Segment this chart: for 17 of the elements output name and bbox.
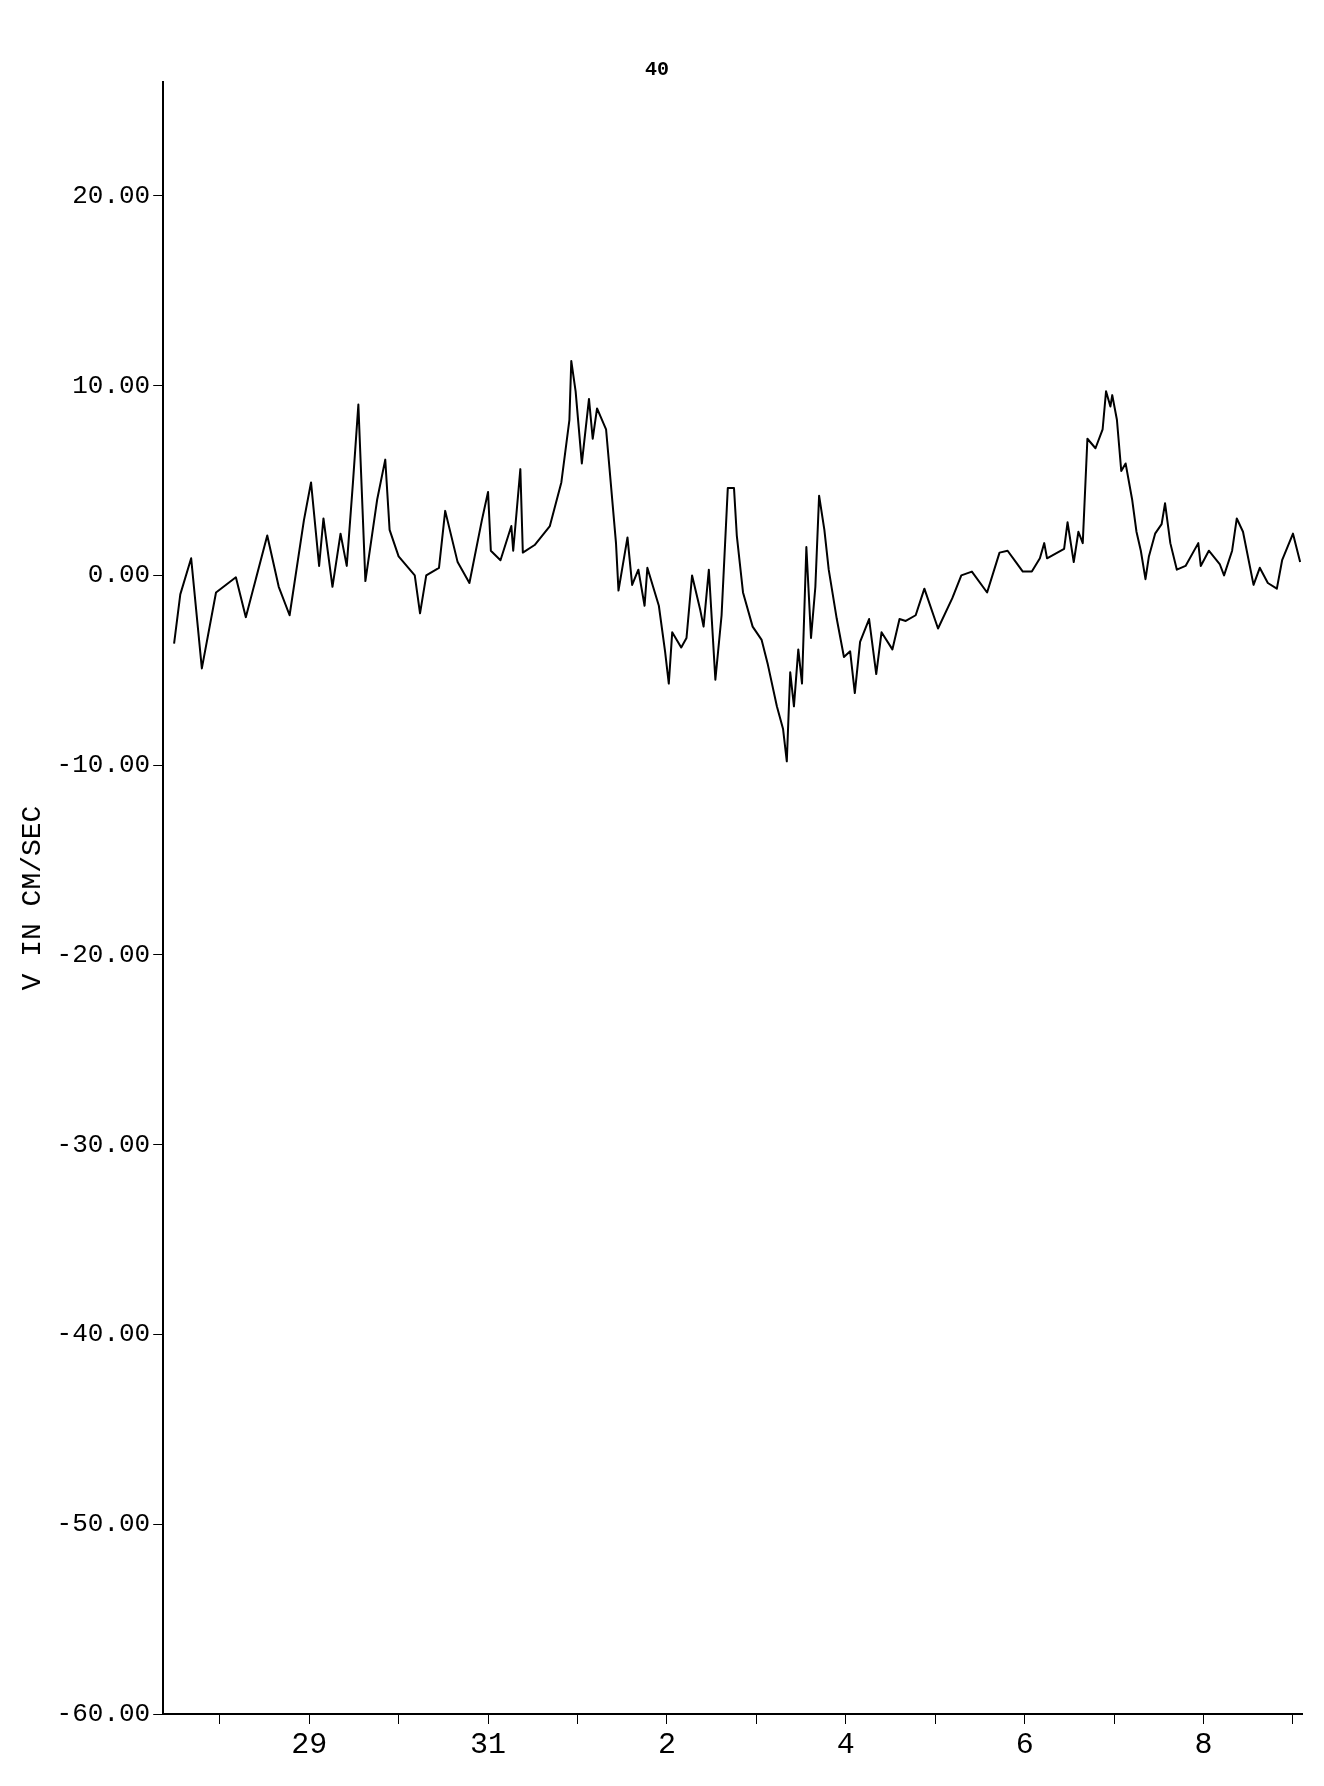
x-tick-label: 2: [657, 1727, 676, 1762]
y-tick-label: -10.00: [56, 750, 151, 781]
x-tick-label: 8: [1194, 1727, 1213, 1762]
y-tick-label: 10.00: [72, 370, 151, 401]
y-tick-label: -30.00: [56, 1129, 151, 1160]
x-tick-label: 29: [291, 1727, 328, 1762]
y-tick-label: 0.00: [87, 560, 151, 591]
x-tick-label: 31: [470, 1727, 507, 1762]
y-tick-label: -50.00: [56, 1509, 151, 1540]
x-tick-label: 6: [1015, 1727, 1034, 1762]
x-tick-label: 4: [836, 1727, 855, 1762]
y-axis-title: V IN CM/SEC: [17, 805, 49, 991]
y-tick-label: -60.00: [56, 1698, 151, 1729]
y-tick-label: 20.00: [72, 180, 151, 211]
chart-title: 40: [644, 58, 670, 82]
y-tick-label: -20.00: [56, 939, 151, 970]
y-tick-label: -40.00: [56, 1319, 151, 1350]
